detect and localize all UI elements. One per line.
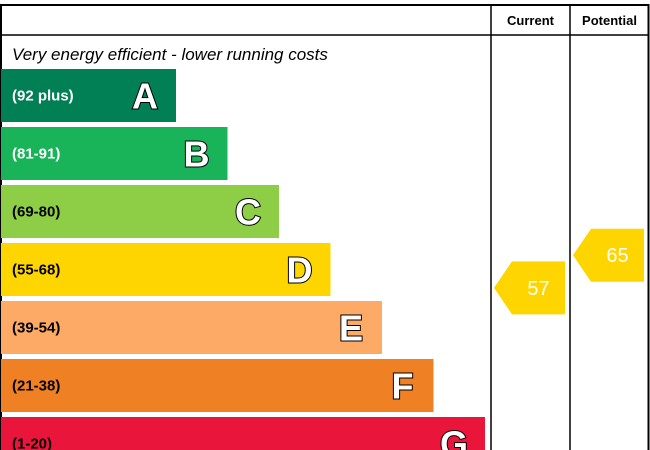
band-range-label: (39-54)	[12, 320, 60, 337]
band-bar-d	[1, 243, 331, 296]
band-letter-d: D	[287, 250, 313, 291]
band-range-label: (81-91)	[12, 146, 60, 163]
band-letter-c: C	[235, 192, 261, 233]
band-bar-f	[1, 359, 434, 412]
band-letter-b: B	[184, 134, 210, 175]
band-g: (1-20) G	[1, 417, 485, 450]
top-efficiency-note: Very energy efficient - lower running co…	[12, 45, 328, 64]
band-bar-e	[1, 301, 382, 354]
band-bar-g	[1, 417, 485, 450]
current-rating-arrow-shape	[494, 261, 565, 315]
band-d: (55-68) D	[1, 243, 331, 296]
band-letter-a: A	[132, 76, 158, 117]
rating-arrows: 57 65	[494, 228, 644, 315]
potential-header: Potential	[582, 13, 637, 28]
rating-bands: (92 plus) A (81-91) B (69-80) C (55-68) D (39-54…	[1, 69, 485, 450]
band-letter-e: E	[339, 308, 363, 349]
potential-rating-arrow-shape	[573, 228, 644, 282]
band-bar-a	[1, 69, 176, 122]
band-b: (81-91) B	[1, 127, 228, 180]
band-bar-c	[1, 185, 279, 238]
current-rating-arrow-value: 57	[527, 278, 549, 300]
potential-rating-arrow: 65	[573, 228, 644, 282]
band-a: (92 plus) A	[1, 69, 176, 122]
band-c: (69-80) C	[1, 185, 279, 238]
current-header: Current	[507, 13, 555, 28]
current-rating-arrow: 57	[494, 261, 565, 315]
band-range-label: (1-20)	[12, 436, 52, 450]
band-bar-b	[1, 127, 228, 180]
band-letter-g: G	[440, 424, 468, 450]
band-range-label: (21-38)	[12, 378, 60, 395]
band-f: (21-38) F	[1, 359, 434, 412]
band-range-label: (92 plus)	[12, 88, 74, 105]
band-range-label: (55-68)	[12, 262, 60, 279]
band-range-label: (69-80)	[12, 204, 60, 221]
band-e: (39-54) E	[1, 301, 382, 354]
band-letter-f: F	[392, 366, 414, 407]
potential-rating-arrow-value: 65	[606, 245, 628, 267]
